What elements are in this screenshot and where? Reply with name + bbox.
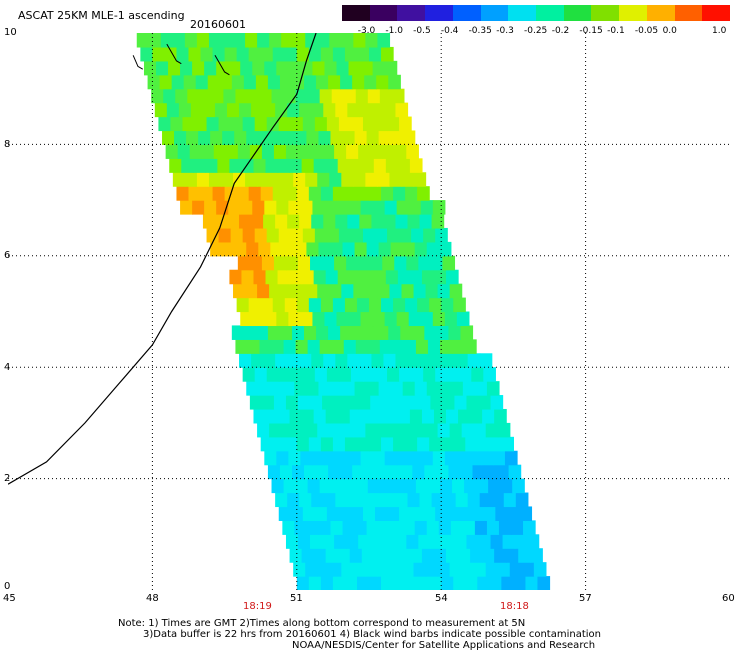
y-tick-label: 4 — [4, 362, 11, 373]
colorbar — [342, 5, 731, 21]
wind-swath — [136, 33, 551, 590]
x-tick-label: 57 — [579, 593, 592, 604]
colorbar-label: -0.15 — [579, 26, 603, 36]
x-tick-label: 54 — [435, 593, 448, 604]
x-tick-label: 48 — [146, 593, 159, 604]
footer-note: 3)Data buffer is 22 hrs from 20160601 4)… — [143, 629, 601, 640]
y-tick-label: 8 — [4, 139, 11, 150]
island-outline — [132, 55, 144, 70]
colorbar-segment — [563, 5, 592, 21]
map-plot — [8, 33, 730, 590]
colorbar-segment — [508, 5, 537, 21]
colorbar-label: 0.0 — [662, 26, 677, 36]
colorbar-segment — [397, 5, 426, 21]
colorbar-segment — [674, 5, 703, 21]
colorbar-label: -0.05 — [634, 26, 659, 36]
colorbar-segment — [452, 5, 482, 21]
colorbar-segment — [591, 5, 620, 21]
x-tick-label: 45 — [3, 593, 16, 604]
colorbar-label: -1.0 — [385, 26, 403, 36]
map-grid — [8, 33, 730, 590]
colorbar-segment — [702, 5, 731, 21]
colorbar-label: -3.0 — [357, 26, 376, 36]
colorbar-segment — [369, 5, 398, 21]
y-tick-label: 2 — [4, 473, 11, 484]
footer-note: Note: 1) Times are GMT 2)Times along bot… — [118, 618, 526, 629]
footer-note: NOAA/NESDIS/Center for Satellite Applica… — [292, 640, 596, 651]
colorbar-label: -0.1 — [607, 26, 625, 36]
colorbar-label: -0.25 — [524, 26, 548, 36]
colorbar-label: -0.35 — [468, 26, 492, 36]
map-date: 20160601 — [190, 18, 246, 31]
colorbar-label: -0.5 — [413, 26, 431, 36]
time-label: 18:18 — [500, 601, 529, 612]
y-tick-label: 6 — [4, 250, 11, 261]
colorbar-label: -0.4 — [440, 26, 459, 36]
time-label: 18:19 — [243, 601, 272, 612]
x-tick-label: 60 — [722, 593, 735, 604]
coastline — [8, 33, 317, 485]
colorbar-segment — [646, 5, 676, 21]
colorbar-segment — [480, 5, 509, 21]
colorbar-segment — [619, 5, 648, 21]
colorbar-segment — [425, 5, 454, 21]
island-outline — [214, 55, 230, 76]
colorbar-segment — [342, 5, 371, 21]
y-tick-label: 0 — [4, 581, 11, 592]
colorbar-label: -0.2 — [551, 26, 570, 36]
y-tick-label: 10 — [4, 27, 17, 38]
map-title: ASCAT 25KM MLE-1 ascending — [18, 9, 185, 22]
colorbar-label: -0.3 — [496, 26, 514, 36]
colorbar-label: 1.0 — [712, 26, 727, 36]
colorbar-segment — [536, 5, 565, 21]
island-outline — [166, 43, 182, 65]
x-tick-label: 51 — [290, 593, 303, 604]
